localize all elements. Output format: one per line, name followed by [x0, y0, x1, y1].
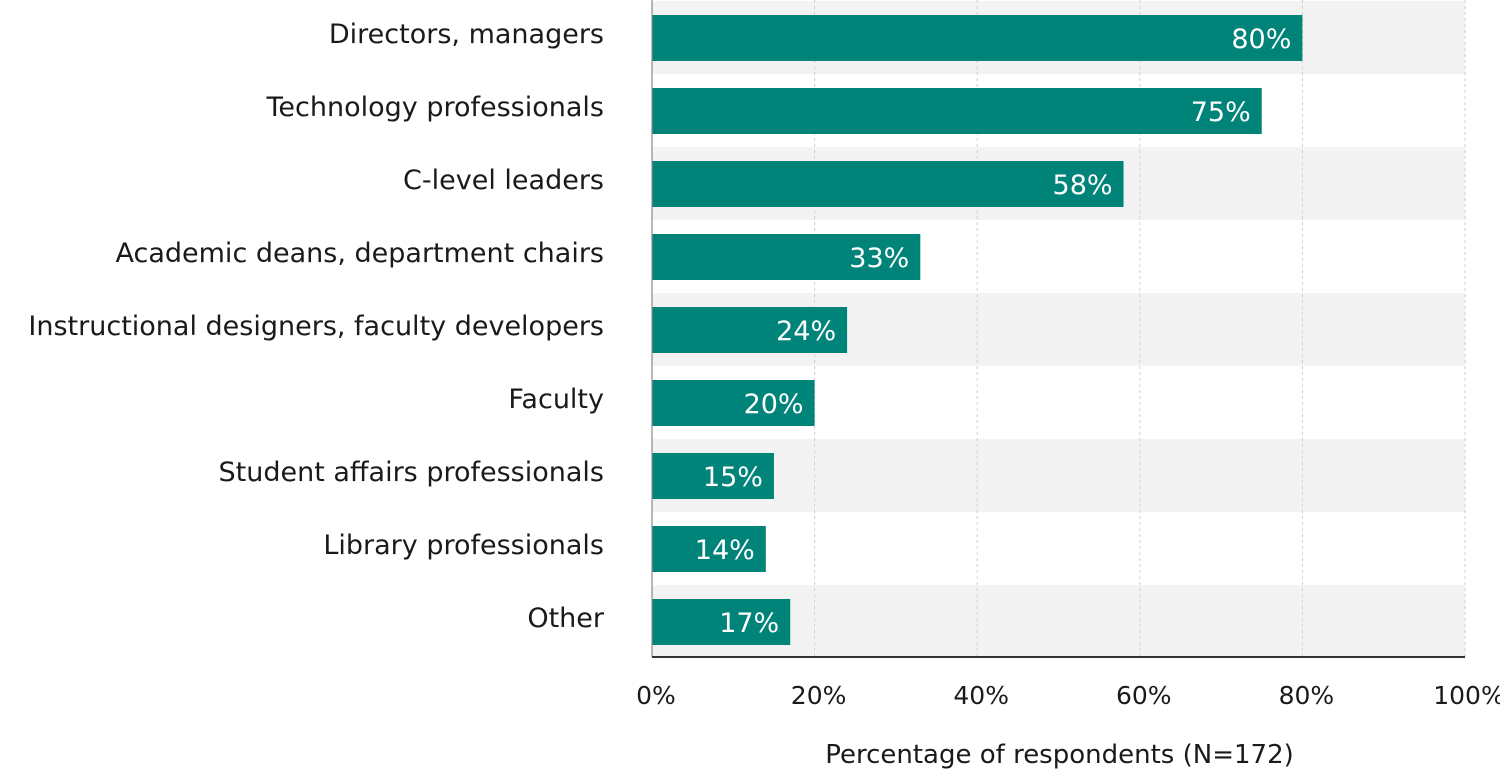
value-label: 75% [1191, 97, 1251, 128]
category-label: Instructional designers, faculty develop… [28, 311, 604, 342]
value-label: 17% [719, 608, 779, 639]
category-label: Faculty [508, 384, 604, 415]
x-tick-label: 60% [1116, 681, 1172, 710]
value-label: 20% [744, 389, 804, 420]
category-label: Technology professionals [266, 92, 605, 123]
value-labels: 80% 75% 58% 33% 24% 20% 15% 14% 17% [695, 24, 1292, 639]
x-tick-label: 0% [636, 681, 676, 710]
x-tick-label: 80% [1279, 681, 1335, 710]
value-label: 33% [849, 243, 909, 274]
category-label: Library professionals [323, 530, 604, 561]
value-label: 58% [1053, 170, 1113, 201]
category-label: Student affairs professionals [219, 457, 604, 488]
value-label: 14% [695, 535, 755, 566]
x-tick-label: 100% [1433, 681, 1500, 710]
x-axis-title: Percentage of respondents (N=172) [825, 740, 1294, 770]
category-label: C-level leaders [403, 165, 604, 196]
axes [651, 0, 1465, 658]
category-label: Directors, managers [329, 19, 604, 50]
bar [652, 599, 791, 645]
category-labels: Directors, managers Technology profession… [28, 19, 604, 634]
x-tick-label: 20% [791, 681, 847, 710]
bar [652, 161, 1124, 207]
bar [652, 526, 766, 572]
x-tick-labels: 0% 20% 40% 60% 80% 100% [636, 681, 1500, 710]
category-label: Academic deans, department chairs [116, 238, 605, 269]
bar [652, 453, 774, 499]
category-label: Other [527, 603, 605, 634]
row-band [652, 439, 1465, 512]
x-tick-label: 40% [953, 681, 1009, 710]
value-label: 15% [703, 462, 763, 493]
bar [652, 380, 815, 426]
bar [652, 88, 1262, 134]
value-label: 24% [776, 316, 836, 347]
bar [652, 234, 921, 280]
value-label: 80% [1231, 24, 1291, 55]
bar [652, 15, 1303, 61]
bar [652, 307, 848, 353]
bars [652, 15, 1303, 645]
